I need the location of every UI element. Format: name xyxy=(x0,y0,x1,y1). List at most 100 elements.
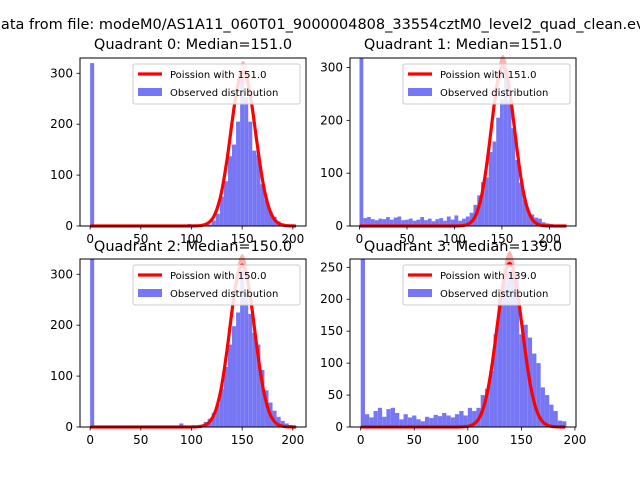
y-tick-label: 300 xyxy=(50,267,73,281)
histogram-bar xyxy=(549,404,554,427)
histogram-bar xyxy=(493,334,498,427)
histogram-bar xyxy=(401,220,406,226)
histogram-bar xyxy=(252,150,257,226)
x-tick-label: 150 xyxy=(231,433,254,447)
x-tick-label: 100 xyxy=(180,232,203,246)
histogram-bar xyxy=(407,417,413,427)
histogram-bar xyxy=(236,121,241,226)
x-tick-label: 100 xyxy=(180,433,203,447)
axes-frame xyxy=(79,57,307,227)
axes-frame xyxy=(79,258,307,428)
histogram-bar xyxy=(526,210,531,226)
histogram-bar xyxy=(232,326,237,427)
histogram-bar xyxy=(386,217,390,226)
x-tick-label: 150 xyxy=(490,232,513,246)
histogram-bar xyxy=(519,334,524,427)
histogram-bar xyxy=(363,218,368,226)
histogram-bar xyxy=(511,128,516,226)
legend-hist-swatch xyxy=(138,88,162,96)
y-tick-label: 150 xyxy=(320,324,343,338)
histogram-bar xyxy=(211,220,216,226)
histogram-bars xyxy=(360,259,567,427)
histogram-bar xyxy=(488,152,493,226)
histogram-bar xyxy=(252,332,257,427)
histogram-bar xyxy=(435,219,440,226)
figure-suptitle: Data from file: modeM0/AS1A11_060T01_900… xyxy=(0,17,640,33)
y-tick-label: 200 xyxy=(50,117,73,131)
histogram-bar xyxy=(416,219,421,226)
x-tick-label: 0 xyxy=(86,232,94,246)
histogram-bar xyxy=(207,224,212,226)
histogram-bar xyxy=(394,412,400,427)
y-axis-ticks: 0 100 200 300 xyxy=(50,267,80,434)
histogram-bar xyxy=(248,121,253,226)
subplot-title: Quadrant 2: Median=150.0 xyxy=(94,239,292,255)
axes-frame xyxy=(349,258,577,428)
histogram-bar xyxy=(405,219,409,226)
histogram-bar xyxy=(240,78,245,226)
y-tick-label: 250 xyxy=(320,260,343,274)
histogram-bar xyxy=(211,412,216,427)
x-tick-label: 50 xyxy=(133,433,148,447)
histogram-bar xyxy=(215,404,220,427)
y-tick-label: 200 xyxy=(50,318,73,332)
y-tick-label: 200 xyxy=(320,292,343,306)
histogram-bar xyxy=(433,414,438,427)
histogram-bar xyxy=(393,217,398,226)
y-axis-ticks: 0 100 200 300 xyxy=(320,61,350,233)
legend: Poission with 139.0 Observed distributio… xyxy=(402,264,571,306)
x-tick-label: 50 xyxy=(399,232,414,246)
histogram-bar xyxy=(377,407,383,427)
legend-hist-label: Observed distribution xyxy=(440,88,548,99)
x-tick-label: 0 xyxy=(357,433,365,447)
histogram-bar xyxy=(399,419,404,427)
histogram-bar xyxy=(227,156,233,226)
histogram-bar xyxy=(412,415,417,427)
histogram-bar xyxy=(519,182,523,226)
histogram-bar xyxy=(497,299,503,427)
histogram-bar xyxy=(408,218,413,226)
x-tick-label: 100 xyxy=(456,433,479,447)
legend-hist-swatch xyxy=(408,88,432,96)
histogram-bar xyxy=(481,182,485,226)
histogram-bar xyxy=(256,344,261,427)
x-tick-label: 150 xyxy=(231,232,254,246)
legend-box xyxy=(132,264,301,306)
histogram-bar xyxy=(459,411,464,427)
x-tick-label: 50 xyxy=(133,232,148,246)
histogram-bar xyxy=(507,100,512,226)
histogram-bar xyxy=(370,219,375,226)
histogram-bar xyxy=(378,218,383,226)
legend-box xyxy=(132,63,301,105)
histogram-bar xyxy=(90,63,95,227)
histogram-bar xyxy=(403,414,408,427)
x-axis-ticks: 0 50 100 150 200 xyxy=(357,427,586,447)
y-tick-label: 100 xyxy=(50,369,73,383)
histogram-bar xyxy=(454,414,460,427)
legend-fit-label: Poission with 151.0 xyxy=(440,70,536,81)
histogram-bar xyxy=(446,415,451,427)
x-axis-ticks: 0 50 100 150 200 xyxy=(86,226,304,246)
histogram-bar xyxy=(240,270,245,427)
histogram-bar xyxy=(223,181,228,226)
histogram-bar xyxy=(90,259,95,427)
histogram-bar xyxy=(369,417,374,427)
histogram-bar xyxy=(496,117,501,226)
legend-hist-swatch xyxy=(408,289,432,297)
x-tick-label: 200 xyxy=(538,232,561,246)
histogram-bar xyxy=(510,267,515,427)
axes-frame xyxy=(349,57,577,227)
histogram-bar xyxy=(360,259,365,427)
histogram-bar xyxy=(389,219,394,226)
x-axis-ticks: 0 50 100 150 200 xyxy=(86,427,304,447)
histogram-bar xyxy=(557,420,563,427)
histogram-bar xyxy=(514,280,520,427)
histogram-bar xyxy=(244,97,249,226)
y-tick-label: 100 xyxy=(50,168,73,182)
x-tick-label: 0 xyxy=(356,232,364,246)
legend-fit-label: Poission with 139.0 xyxy=(440,271,536,282)
histogram-bar xyxy=(223,366,228,427)
x-tick-label: 0 xyxy=(86,433,94,447)
histogram-bar xyxy=(390,407,395,427)
y-tick-label: 100 xyxy=(320,356,343,370)
